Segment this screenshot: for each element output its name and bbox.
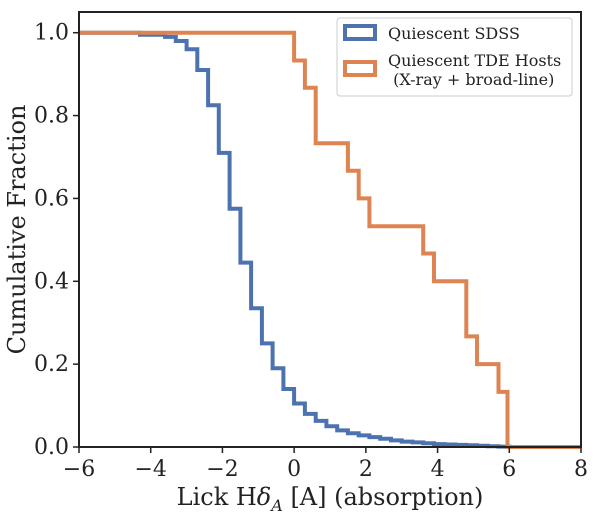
series-line-quiescent-tde-hosts bbox=[79, 30, 581, 449]
y-axis-label: Cumulative Fraction bbox=[3, 105, 31, 355]
y-tick-label: 0.8 bbox=[34, 104, 69, 129]
legend-box bbox=[336, 17, 573, 97]
legend-label-quiescent-sdss: Quiescent SDSS bbox=[388, 24, 520, 43]
x-axis-label-delta: δ bbox=[257, 483, 271, 511]
plot-frame bbox=[78, 11, 582, 448]
x-tick-label: −6 bbox=[63, 457, 95, 482]
legend-label-quiescent-tde-hosts: Quiescent TDE Hosts (X-ray + broad-line) bbox=[388, 51, 561, 89]
x-axis-label-part1: Lick H bbox=[177, 483, 257, 511]
legend-swatch-quiescent-tde-hosts bbox=[343, 60, 377, 77]
series-line-quiescent-sdss bbox=[79, 30, 581, 449]
y-tick-label: 0.4 bbox=[34, 269, 69, 294]
y-tick-label: 1.0 bbox=[34, 21, 69, 46]
legend: Quiescent SDSS Quiescent TDE Hosts (X-ra… bbox=[336, 17, 573, 97]
x-axis-label-part2: [A] (absorption) bbox=[283, 483, 484, 511]
x-tick-label: −2 bbox=[206, 457, 238, 482]
y-tick-label: 0.6 bbox=[34, 186, 69, 211]
ticks-layer: −6 −4 −2 0 2 4 6 8 0.0 0.2 0.4 0.6 0.8 1.0 bbox=[34, 21, 588, 482]
x-tick-label: 6 bbox=[502, 457, 516, 482]
x-axis-label: Lick HδA [A] (absorption) bbox=[177, 483, 484, 515]
y-tick-label: 0.2 bbox=[34, 352, 69, 377]
x-axis-label-subscript: A bbox=[269, 496, 283, 515]
x-tick-label: 4 bbox=[431, 457, 445, 482]
y-tick-label: 0.0 bbox=[34, 435, 69, 460]
legend-swatch-quiescent-sdss bbox=[343, 24, 377, 41]
x-tick-label: −4 bbox=[134, 457, 166, 482]
x-tick-label: 2 bbox=[359, 457, 373, 482]
x-tick-label: 8 bbox=[574, 457, 588, 482]
x-tick-label: 0 bbox=[287, 457, 301, 482]
series-layer bbox=[79, 30, 581, 449]
